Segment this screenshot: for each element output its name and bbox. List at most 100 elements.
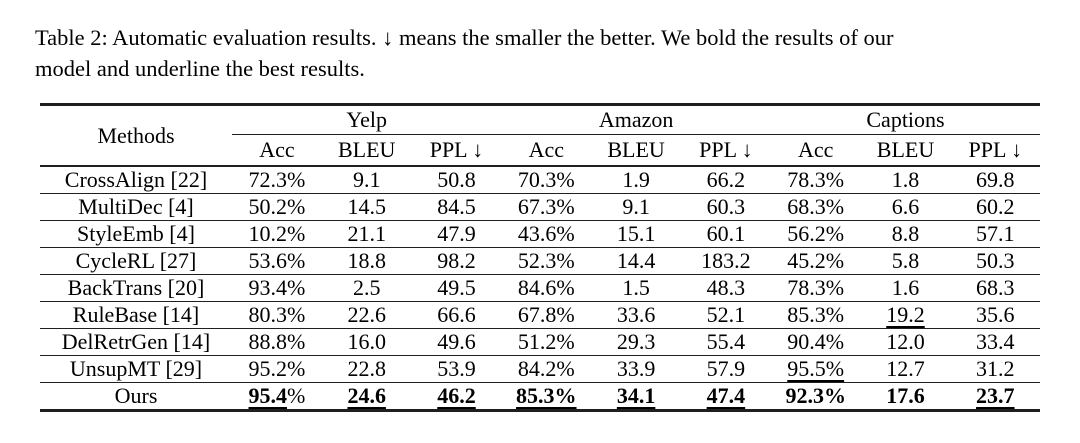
- cell-value: 46.2: [437, 383, 476, 408]
- cell-value: 47.9: [437, 221, 476, 246]
- subheader-yelp-acc: Acc: [232, 134, 322, 167]
- cell-value: 23.7: [976, 383, 1015, 408]
- cell-value: 1.9: [622, 167, 650, 192]
- value-cell: 47.9: [411, 220, 502, 248]
- table-row: RuleBase [14] 80.3% 22.6 66.6 67.8% 33.6 52.1 8…: [40, 301, 1041, 329]
- cell-value: 88.8%: [248, 329, 306, 354]
- value-cell: 84.6%: [501, 274, 592, 302]
- methods-header: Methods: [40, 104, 232, 167]
- cell-value: 31.2: [976, 356, 1015, 381]
- cell-value: 45.2%: [787, 248, 845, 273]
- cell-value: 22.6: [347, 302, 386, 327]
- value-cell: 2.5: [321, 274, 412, 302]
- value-cell: 19.2: [860, 301, 951, 329]
- value-cell: 51.2%: [501, 328, 592, 356]
- cell-value: 95.2%: [248, 356, 306, 381]
- cell-value: 18.8: [347, 248, 386, 273]
- cell-value: 8.8: [891, 221, 920, 246]
- value-cell: 22.6: [321, 301, 412, 329]
- cell-value: 66.2: [706, 167, 746, 192]
- value-cell: 50.2%: [232, 193, 322, 221]
- cell-value: 72.3%: [248, 167, 306, 192]
- value-cell: 95.4%: [232, 382, 322, 411]
- cell-value: 53.9: [437, 356, 476, 381]
- value-cell: 95.5%: [770, 355, 861, 383]
- table-caption: Table 2: Automatic evaluation results. ↓…: [35, 22, 893, 84]
- cell-value: 50.2%: [248, 194, 306, 219]
- group-header-yelp: Yelp: [232, 104, 502, 135]
- value-cell: 35.6: [950, 301, 1041, 329]
- value-cell: 98.2: [411, 247, 502, 275]
- cell-value: 14.4: [616, 248, 656, 273]
- subheader-captions-ppl: PPL ↓: [950, 134, 1041, 167]
- table-row: MultiDec [4] 50.2% 14.5 84.5 67.3% 9.1 60.3 68.…: [40, 193, 1041, 221]
- cell-value: 80.3%: [248, 302, 306, 327]
- cell-value: 1.8: [891, 167, 920, 192]
- value-cell: 67.3%: [501, 193, 592, 221]
- value-cell: 6.6: [860, 193, 951, 221]
- value-cell: 33.6: [591, 301, 681, 329]
- method-name: Ours: [40, 382, 232, 411]
- cell-value: 85.3%: [787, 302, 845, 327]
- header-sub-row: Acc BLEU PPL ↓ Acc BLEU PPL ↓ Acc BLEU PPL ↓: [40, 134, 1041, 167]
- value-cell: 53.6%: [232, 247, 322, 275]
- value-cell: 95.2%: [232, 355, 322, 383]
- value-cell: 48.3: [681, 274, 771, 302]
- cell-value: 15.1: [616, 221, 656, 246]
- value-cell: 70.3%: [501, 166, 592, 194]
- value-cell: 23.7: [950, 382, 1041, 411]
- cell-value: 68.3: [976, 275, 1015, 300]
- cell-value: 22.8: [347, 356, 386, 381]
- cell-value: 19.2: [886, 302, 925, 327]
- value-cell: 16.0: [321, 328, 412, 356]
- method-name: CrossAlign [22]: [40, 166, 232, 194]
- cell-value: 10.2%: [248, 221, 306, 246]
- value-cell: 183.2: [681, 247, 771, 275]
- value-cell: 5.8: [860, 247, 951, 275]
- group-header-captions: Captions: [770, 104, 1041, 135]
- cell-value: 43.6%: [517, 221, 575, 246]
- cell-value: 14.5: [347, 194, 386, 219]
- value-cell: 56.2%: [770, 220, 861, 248]
- cell-value: 52.3%: [517, 248, 575, 273]
- cell-value: 183.2: [701, 248, 751, 273]
- cell-value: 9.1: [352, 167, 381, 192]
- value-cell: 43.6%: [501, 220, 592, 248]
- cell-value: 78.3%: [787, 167, 845, 192]
- value-cell: 9.1: [321, 166, 412, 194]
- cell-value: 16.0: [347, 329, 386, 354]
- cell-value: 53.6%: [248, 248, 306, 273]
- value-cell: 18.8: [321, 247, 412, 275]
- value-cell: 29.3: [591, 328, 681, 356]
- value-cell: 10.2%: [232, 220, 322, 248]
- subheader-amazon-ppl: PPL ↓: [681, 134, 771, 167]
- cell-value: 95.4: [248, 383, 287, 408]
- cell-value: 49.5: [437, 275, 476, 300]
- method-name: MultiDec [4]: [40, 193, 232, 221]
- cell-value: 84.2%: [517, 356, 575, 381]
- table-row: BackTrans [20] 93.4% 2.5 49.5 84.6% 1.5 48.3 78…: [40, 274, 1041, 302]
- cell-value: 12.0: [886, 329, 925, 354]
- table-row: StyleEmb [4] 10.2% 21.1 47.9 43.6% 15.1 60.1 56…: [40, 220, 1041, 248]
- cell-value: 17.6: [886, 383, 925, 408]
- method-name: DelRetrGen [14]: [40, 328, 232, 356]
- cell-value: 93.4%: [248, 275, 306, 300]
- cell-value: 56.2%: [787, 221, 845, 246]
- value-cell: 66.2: [681, 166, 771, 194]
- value-cell: 14.4: [591, 247, 681, 275]
- value-cell: 57.9: [681, 355, 771, 383]
- results-table-body: CrossAlign [22] 72.3% 9.1 50.8 70.3% 1.9 66.2 7…: [40, 166, 1041, 411]
- cell-value: 68.3%: [787, 194, 845, 219]
- cell-value: 95.5%: [787, 356, 845, 381]
- cell-value: 69.8: [976, 167, 1015, 192]
- cell-value: 9.1: [622, 194, 650, 219]
- value-cell: 33.9: [591, 355, 681, 383]
- value-cell: 9.1: [591, 193, 681, 221]
- cell-value: 50.3: [976, 248, 1015, 273]
- method-name: UnsupMT [29]: [40, 355, 232, 383]
- cell-value: 66.6: [437, 302, 476, 327]
- value-cell: 67.8%: [501, 301, 592, 329]
- value-cell: 46.2: [411, 382, 502, 411]
- cell-value: 60.3: [706, 194, 746, 219]
- cell-value: 1.5: [622, 275, 650, 300]
